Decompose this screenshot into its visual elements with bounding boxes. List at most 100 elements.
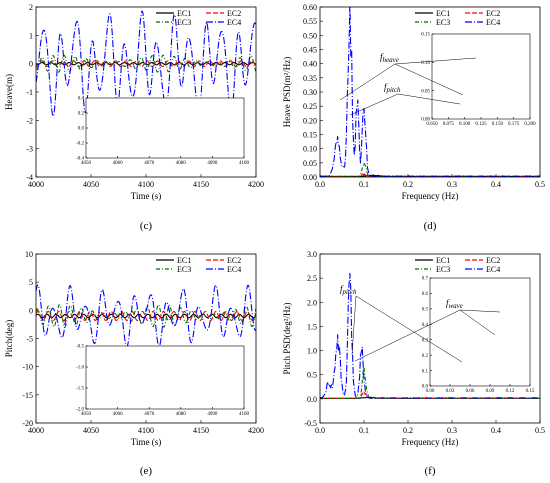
x-tick-label: 0.1 bbox=[359, 180, 369, 189]
y-tick-label: 0.10 bbox=[421, 61, 430, 66]
y-tick-label: 5 bbox=[29, 278, 33, 287]
y-tick-label: -1.5 bbox=[76, 387, 84, 392]
y-tick-label: 0.6 bbox=[422, 292, 429, 297]
y-tick-label: 0.20 bbox=[303, 116, 317, 125]
legend-label: EC3 bbox=[177, 18, 191, 27]
chart-panel-3: 4000 4050 4100 4150 4200 -20 -15 -10 -5 0 5 10 Time … bbox=[4, 250, 264, 477]
series-line-ec3 bbox=[320, 162, 540, 177]
annotation-subscript: pitch bbox=[386, 86, 401, 94]
annotation-f: f bbox=[340, 284, 344, 294]
x-tick-label: 4050 bbox=[83, 426, 99, 435]
inset-frame bbox=[85, 97, 245, 159]
y-tick-label: -0.4 bbox=[76, 157, 84, 162]
y-tick-label: 0.15 bbox=[303, 131, 317, 140]
y-tick-label: 0.10 bbox=[303, 145, 317, 154]
annotation-arrow bbox=[354, 309, 461, 362]
y-tick-label: 0.00 bbox=[303, 173, 317, 182]
y-tick-label: 2.5 bbox=[307, 274, 317, 283]
x-tick-label: 0.100 bbox=[459, 122, 471, 127]
x-tick-label: 0.15 bbox=[526, 389, 535, 394]
legend: EC1 EC2 EC3 EC4 bbox=[415, 9, 500, 27]
y-tick-label: -2.0 bbox=[76, 408, 84, 413]
annotation-arrow bbox=[394, 57, 477, 65]
legend: EC1 EC2 EC3 EC4 bbox=[415, 256, 500, 274]
annotation-label: fheave bbox=[380, 52, 399, 64]
y-tick-label: 0 bbox=[29, 60, 33, 69]
annotation-subscript: wave bbox=[449, 302, 463, 310]
y-tick-label: 1 bbox=[29, 31, 33, 40]
chart-panel-4: 0.0 0.1 0.2 0.3 0.4 0.5-0.50.00.51.01.52.02.5… bbox=[282, 250, 545, 477]
x-tick-label: 4080 bbox=[176, 161, 187, 166]
y-tick-label: 0.4 bbox=[422, 323, 429, 328]
y-axis-label: Pitch PSD(deg²/Hz) bbox=[282, 303, 292, 375]
legend-label: EC2 bbox=[227, 9, 241, 18]
x-tick-label: 4100 bbox=[239, 161, 250, 166]
x-tick-label: 4080 bbox=[176, 412, 187, 417]
legend-label: EC4 bbox=[486, 18, 500, 27]
y-tick-label: -0.5 bbox=[304, 419, 317, 428]
x-tick-label: 4060 bbox=[113, 412, 124, 417]
series-line-ec4 bbox=[320, 272, 540, 399]
annotation-arrow bbox=[355, 295, 463, 363]
inset-frame bbox=[431, 33, 531, 120]
series-line-ec3 bbox=[36, 304, 256, 328]
y-tick-label: 0.05 bbox=[421, 89, 430, 94]
y-tick-label: -20 bbox=[22, 419, 33, 428]
series-group bbox=[320, 272, 540, 400]
y-tick-label: -15 bbox=[22, 391, 33, 400]
y-tick-label: -1 bbox=[26, 88, 33, 97]
y-tick-label: 0.00 bbox=[421, 118, 430, 123]
x-tick-label: 4150 bbox=[193, 426, 209, 435]
y-tick-label: 0.3 bbox=[422, 338, 429, 343]
panel-caption: (e) bbox=[140, 465, 153, 477]
x-tick-label: 4100 bbox=[239, 412, 250, 417]
panel-caption: (c) bbox=[140, 220, 153, 232]
y-tick-label: 0.0 bbox=[307, 395, 317, 404]
x-tick-label: 0.00 bbox=[426, 389, 435, 394]
y-tick-label: 0.60 bbox=[303, 3, 317, 12]
x-axis-label: Time (s) bbox=[131, 437, 161, 447]
y-tick-label: 0.2 bbox=[422, 354, 429, 359]
x-tick-label: 0.200 bbox=[524, 122, 536, 127]
y-tick-label: 0.2 bbox=[78, 112, 85, 117]
x-tick-label: 4100 bbox=[138, 426, 154, 435]
x-tick-label: 4200 bbox=[248, 180, 264, 189]
y-tick-label: 0.55 bbox=[303, 17, 317, 26]
annotation-f: f bbox=[446, 298, 450, 308]
x-tick-label: 0.2 bbox=[403, 426, 413, 435]
y-tick-label: 1.0 bbox=[307, 347, 317, 356]
chart-panel-1: 4000 4050 4100 4150 4200 -4 -3 -2 -1 0 1 2 Time (s) H… bbox=[4, 3, 264, 232]
y-tick-label: -1.0 bbox=[76, 366, 84, 371]
x-tick-label: 4000 bbox=[28, 180, 44, 189]
x-tick-label: 0.125 bbox=[475, 122, 487, 127]
series-line-ec1 bbox=[36, 61, 256, 66]
y-tick-label: 0.25 bbox=[303, 102, 317, 111]
legend-label: EC2 bbox=[486, 256, 500, 265]
y-tick-label: 0.40 bbox=[303, 60, 317, 69]
series-line-ec4 bbox=[36, 10, 256, 117]
x-tick-label: 0.5 bbox=[535, 180, 545, 189]
x-tick-label: 0.03 bbox=[446, 389, 455, 394]
x-tick-label: 0.150 bbox=[492, 122, 504, 127]
annotation-arrow bbox=[339, 63, 396, 101]
annotation-subscript: pitch bbox=[342, 288, 357, 296]
legend: EC1 EC2 EC3 EC4 bbox=[156, 9, 241, 27]
y-tick-label: 0.1 bbox=[422, 369, 429, 374]
legend-label: EC4 bbox=[227, 18, 241, 27]
x-tick-label: 0.075 bbox=[443, 122, 455, 127]
y-tick-label: 0.0 bbox=[78, 127, 85, 132]
inset-chart: 4050 4060 4070 4080 4090 4100 -2.0 -1.5 -1.0 -0.5 bbox=[76, 345, 249, 417]
inset-chart: 0.050 0.075 0.100 0.125 0.150 0.175 0.200 0.00 0… bbox=[421, 33, 536, 127]
annotation-arrow bbox=[394, 63, 464, 96]
y-axis-label: Heave PSD(m²/Hz) bbox=[282, 57, 292, 127]
panel-caption: (f) bbox=[425, 465, 436, 477]
annotation-label: fwave bbox=[446, 298, 463, 310]
y-tick-label: 0.15 bbox=[421, 33, 430, 38]
y-axis-label: Pitch(deg) bbox=[4, 320, 14, 358]
x-tick-label: 4090 bbox=[207, 412, 218, 417]
y-tick-label: 3.0 bbox=[307, 250, 317, 259]
y-tick-label: 0.5 bbox=[422, 308, 429, 313]
legend-label: EC3 bbox=[436, 265, 450, 274]
y-tick-label: 0.35 bbox=[303, 74, 317, 83]
